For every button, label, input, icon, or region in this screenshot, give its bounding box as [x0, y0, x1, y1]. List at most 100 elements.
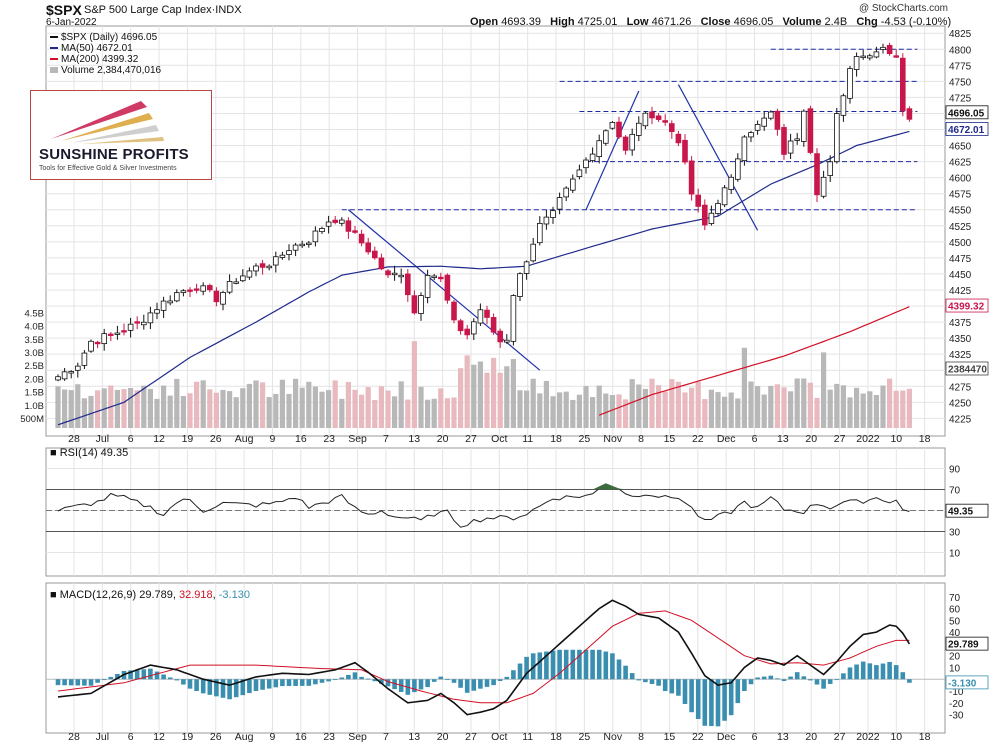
- x-tick-label: 8: [638, 731, 644, 743]
- macd-histogram-bar: [425, 679, 430, 688]
- macd-histogram-bar: [907, 679, 912, 683]
- volume-bar: [847, 397, 853, 428]
- macd-histogram-bar: [874, 665, 879, 680]
- x-tick-label: 12: [153, 433, 165, 445]
- macd-histogram-bar: [339, 677, 345, 680]
- volume-bar: [814, 397, 820, 428]
- macd-histogram-bar: [280, 679, 285, 687]
- candle-body: [470, 321, 477, 335]
- volume-tick-label: 2.0B: [24, 374, 44, 385]
- ohlc-bar: Open 4693.39 High 4725.01 Low 4671.26 Cl…: [470, 16, 951, 28]
- candle-body: [173, 292, 180, 302]
- macd-histogram-bar: [662, 679, 668, 692]
- x-tick-label: Jul: [96, 433, 109, 445]
- candle-body: [510, 295, 517, 342]
- candle-body: [530, 243, 536, 262]
- x-tick-label: 22: [692, 433, 704, 445]
- x-tick-label: 26: [210, 433, 222, 445]
- candle-body: [424, 275, 431, 298]
- candle-body: [312, 230, 319, 243]
- volume-bar: [761, 394, 767, 428]
- price-tick-label: 4825: [949, 29, 972, 40]
- price-tick-label: 4250: [949, 398, 972, 409]
- close-label: Close: [700, 16, 731, 28]
- macd-histogram-bar: [715, 679, 721, 727]
- volume-bar: [583, 386, 589, 428]
- volume-bar: [431, 398, 437, 428]
- price-tick-label: 4550: [949, 206, 972, 217]
- legend-price: $SPX (Daily) 4696.05: [50, 32, 161, 43]
- candle-body: [266, 265, 272, 269]
- x-tick-label: 23: [323, 731, 335, 743]
- volume-bar: [438, 388, 444, 428]
- candle-body: [286, 250, 292, 255]
- macd-histogram-bar: [847, 667, 853, 680]
- low-value: 4671.26: [651, 16, 692, 28]
- chg-value: -4.53 (-0.10%): [880, 16, 952, 28]
- macd-hist-value: -3.130: [218, 589, 250, 601]
- volume-bar: [365, 387, 371, 428]
- volume-tick-label: 500M: [20, 414, 44, 425]
- volume-bar: [286, 393, 292, 428]
- price-tick-label: 4725: [949, 93, 972, 104]
- volume-bar: [642, 388, 648, 428]
- volume-bar: [95, 390, 101, 428]
- candle-body: [371, 250, 378, 259]
- macd-histogram-bar: [557, 649, 562, 680]
- macd-histogram-bar: [669, 679, 675, 694]
- volume-bar: [451, 397, 457, 428]
- volume-bar: [332, 380, 338, 428]
- legend-volume-swatch: [50, 67, 58, 74]
- macd-histogram-bar: [438, 676, 444, 680]
- candle-body: [820, 176, 827, 197]
- candle-body: [206, 285, 213, 291]
- x-tick-label: 28: [68, 731, 80, 743]
- candle-body: [761, 117, 767, 127]
- macd-histogram-bar: [900, 672, 906, 680]
- volume-bar: [741, 347, 747, 428]
- candle-body: [345, 220, 352, 232]
- x-tick-label: 19: [182, 731, 194, 743]
- candle-body: [299, 243, 305, 247]
- volume-bar: [840, 385, 846, 428]
- candle-body: [490, 317, 497, 333]
- low-label: Low: [626, 16, 649, 28]
- volume-bar: [352, 389, 358, 428]
- volume-bar: [609, 395, 615, 428]
- macd-histogram-bar: [214, 679, 219, 697]
- indicator-plots: [46, 483, 945, 727]
- macd-histogram-bar: [372, 679, 378, 682]
- x-tick-label: Dec: [717, 731, 736, 743]
- candle-body: [781, 127, 787, 155]
- price-tick-label: 4525: [949, 222, 972, 233]
- ma200-line: [598, 306, 910, 416]
- x-tick-label: 18: [550, 433, 562, 445]
- macd-histogram-bar: [748, 679, 754, 685]
- volume-bar: [557, 392, 563, 428]
- macd-histogram-bar: [834, 679, 840, 681]
- volume-value: 2.4B: [824, 16, 848, 28]
- candle-body: [391, 272, 398, 276]
- macd-histogram-bar: [827, 679, 833, 684]
- macd-histogram-bar: [887, 661, 892, 680]
- x-tick-label: 16: [295, 731, 307, 743]
- candle-body: [365, 242, 371, 253]
- macd-histogram-bar: [181, 679, 186, 685]
- macd-histogram-bar: [233, 679, 239, 698]
- candle-body: [127, 323, 134, 331]
- candle-body: [688, 160, 695, 195]
- volume-bar: [682, 392, 688, 428]
- volume-bar: [345, 382, 351, 428]
- volume-bar: [636, 384, 642, 428]
- macd-histogram-bar: [68, 679, 74, 686]
- macd-histogram-bar: [893, 665, 899, 680]
- price-tick-label: 4600: [949, 174, 972, 185]
- candle-body: [636, 122, 642, 136]
- volume-bar: [326, 390, 332, 428]
- candle-body: [741, 136, 748, 162]
- volume-bar: [880, 385, 886, 428]
- volume-bar: [471, 364, 477, 428]
- macd-histogram-bar: [359, 676, 364, 680]
- macd-histogram-bar: [385, 679, 391, 687]
- volume-bar: [708, 389, 714, 428]
